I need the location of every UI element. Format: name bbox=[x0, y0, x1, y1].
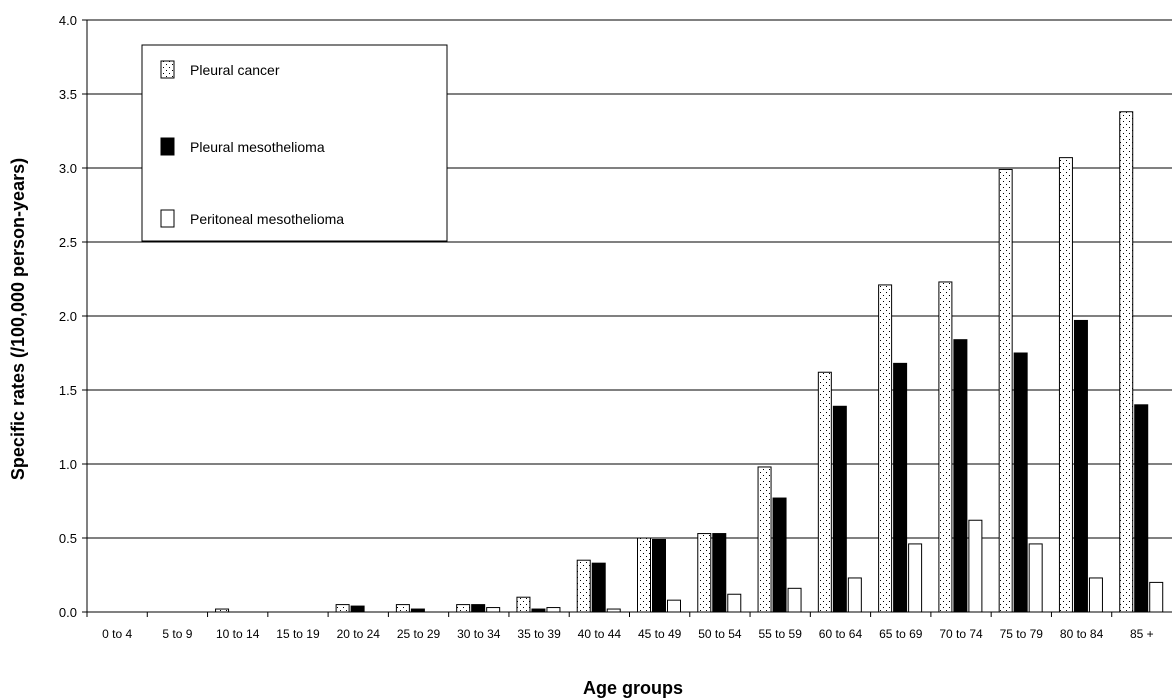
bar-pleural-mesothelioma bbox=[1013, 352, 1028, 613]
axes bbox=[82, 19, 1172, 617]
bar-peritoneal-mesothelioma bbox=[667, 599, 681, 613]
bar-pleural-mesothelioma bbox=[832, 405, 847, 613]
legend-label: Pleural cancer bbox=[190, 62, 280, 78]
legend-swatch bbox=[160, 60, 175, 79]
bar-pleural-cancer bbox=[817, 371, 832, 613]
bar-pleural-mesothelioma bbox=[591, 562, 606, 613]
bar-pleural-cancer bbox=[456, 604, 471, 613]
bar-pleural-mesothelioma bbox=[1073, 319, 1088, 613]
bar-peritoneal-mesothelioma bbox=[546, 607, 561, 613]
legend-swatch bbox=[160, 209, 175, 228]
y-tick-label: 1.5 bbox=[59, 383, 77, 398]
y-tick-label: 1.0 bbox=[59, 457, 77, 472]
bar-pleural-cancer bbox=[1119, 111, 1134, 613]
x-tick-label: 75 to 79 bbox=[1000, 627, 1044, 641]
y-tick-label: 2.0 bbox=[59, 309, 77, 324]
x-tick-label: 50 to 54 bbox=[698, 627, 742, 641]
bar-pleural-cancer bbox=[757, 466, 772, 613]
x-tick-label: 10 to 14 bbox=[216, 627, 260, 641]
y-tick-labels: 0.0 0.5 1.0 1.5 2.0 2.5 3.0 3.5 4.0 bbox=[59, 13, 77, 620]
bar-peritoneal-mesothelioma bbox=[847, 577, 862, 613]
bar-pleural-cancer bbox=[335, 604, 350, 613]
x-tick-label: 25 to 29 bbox=[397, 627, 441, 641]
bar-pleural-cancer bbox=[1058, 157, 1073, 613]
x-tick-label: 85 + bbox=[1130, 627, 1154, 641]
bar-pleural-cancer bbox=[395, 604, 410, 613]
bar-pleural-cancer bbox=[998, 168, 1013, 613]
x-tick-label: 55 to 59 bbox=[759, 627, 803, 641]
bar-pleural-cancer bbox=[576, 559, 591, 613]
bars bbox=[215, 111, 1164, 613]
x-tick-label: 15 to 19 bbox=[276, 627, 320, 641]
bar-pleural-cancer bbox=[697, 533, 712, 613]
y-tick-label: 3.5 bbox=[59, 87, 77, 102]
legend: Pleural cancer Pleural mesothelioma Perito… bbox=[141, 44, 448, 242]
bar-pleural-mesothelioma bbox=[350, 605, 365, 613]
bar-peritoneal-mesothelioma bbox=[968, 519, 983, 613]
bar-peritoneal-mesothelioma bbox=[1088, 577, 1103, 613]
bar-pleural-cancer bbox=[878, 284, 893, 613]
x-tick-label: 40 to 44 bbox=[578, 627, 622, 641]
x-tick-label: 20 to 24 bbox=[337, 627, 381, 641]
bar-peritoneal-mesothelioma bbox=[486, 607, 501, 613]
bar-pleural-cancer bbox=[637, 537, 651, 613]
x-tick-label: 70 to 74 bbox=[939, 627, 983, 641]
bar-pleural-cancer bbox=[938, 281, 953, 613]
x-tick-label: 80 to 84 bbox=[1060, 627, 1104, 641]
bar-pleural-mesothelioma bbox=[652, 538, 666, 613]
y-tick-label: 0.0 bbox=[59, 605, 77, 620]
bar-pleural-mesothelioma bbox=[953, 339, 968, 613]
bar-pleural-mesothelioma bbox=[1134, 404, 1149, 613]
x-tick-label: 65 to 69 bbox=[879, 627, 923, 641]
y-tick-label: 0.5 bbox=[59, 531, 77, 546]
x-tick-label: 60 to 64 bbox=[819, 627, 863, 641]
bar-peritoneal-mesothelioma bbox=[787, 587, 802, 613]
bar-pleural-cancer bbox=[516, 596, 531, 613]
y-tick-label: 2.5 bbox=[59, 235, 77, 250]
bar-pleural-mesothelioma bbox=[471, 604, 486, 613]
bar-peritoneal-mesothelioma bbox=[908, 543, 923, 613]
x-tick-label: 30 to 34 bbox=[457, 627, 501, 641]
x-tick-label: 45 to 49 bbox=[638, 627, 682, 641]
x-tick-label: 35 to 39 bbox=[517, 627, 561, 641]
legend-swatch bbox=[160, 137, 175, 156]
y-axis-title: Specific rates (/100,000 person-years) bbox=[8, 158, 28, 480]
legend-label: Peritoneal mesothelioma bbox=[190, 211, 344, 227]
x-tick-label: 0 to 4 bbox=[102, 627, 132, 641]
legend-box bbox=[141, 44, 448, 242]
y-tick-label: 3.0 bbox=[59, 161, 77, 176]
bar-peritoneal-mesothelioma bbox=[1149, 581, 1164, 613]
bar-pleural-mesothelioma bbox=[712, 533, 727, 613]
legend-label: Pleural mesothelioma bbox=[190, 139, 325, 155]
bar-peritoneal-mesothelioma bbox=[1028, 543, 1043, 613]
y-tick-label: 4.0 bbox=[59, 13, 77, 28]
bar-pleural-mesothelioma bbox=[893, 362, 908, 613]
bar-peritoneal-mesothelioma bbox=[727, 593, 742, 613]
x-tick-labels: 0 to 4 5 to 9 10 to 14 15 to 19 20 to 24 25 t… bbox=[102, 627, 1154, 641]
bar-pleural-mesothelioma bbox=[772, 497, 787, 613]
x-tick-label: 5 to 9 bbox=[162, 627, 192, 641]
x-axis-title: Age groups bbox=[583, 678, 683, 698]
